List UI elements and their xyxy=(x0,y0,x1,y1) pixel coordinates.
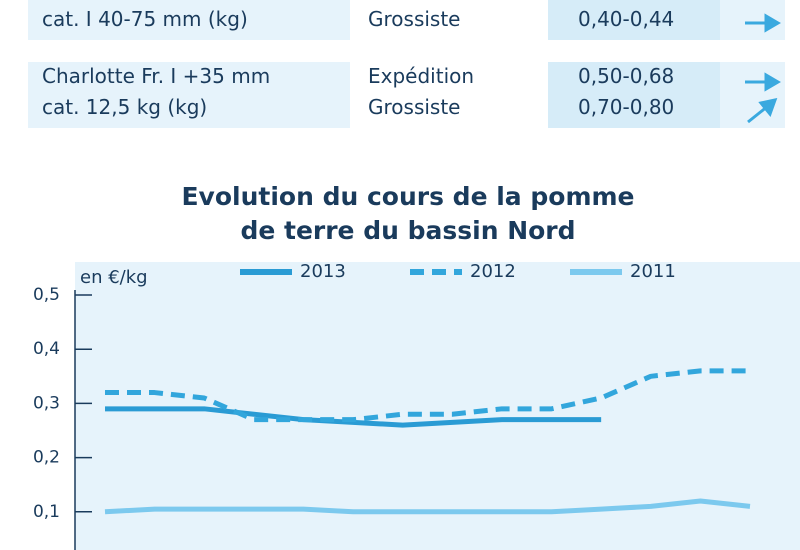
arrow-icon xyxy=(747,97,778,124)
row-bg xyxy=(28,0,350,40)
trend-icons xyxy=(745,13,781,124)
table-cell: cat. 12,5 kg (kg) xyxy=(42,95,208,119)
table-cell: Grossiste xyxy=(368,95,461,119)
chart-title: de terre du bassin Nord xyxy=(240,216,575,245)
row-bg xyxy=(548,0,720,40)
series-line xyxy=(104,498,751,515)
y-tick-label: 0,1 xyxy=(33,502,60,522)
arrow-icon xyxy=(745,13,781,33)
table-cell: Expédition xyxy=(368,64,475,88)
arrow-icon xyxy=(745,72,781,92)
y-axis-label: en €/kg xyxy=(80,267,148,288)
table-cell: 0,40-0,44 xyxy=(578,7,675,31)
legend-label: 2013 xyxy=(300,261,346,282)
legend-label: 2012 xyxy=(470,261,516,282)
y-tick-label: 0,3 xyxy=(33,393,60,413)
table-cell: Grossiste xyxy=(368,7,461,31)
table-cell: 0,50-0,68 xyxy=(578,64,675,88)
table-cell: Charlotte Fr. I +35 mm xyxy=(42,64,271,88)
table-cell: 0,70-0,80 xyxy=(578,95,675,119)
y-tick-label: 0,4 xyxy=(33,339,60,359)
y-tick-label: 0,5 xyxy=(33,285,60,305)
row-bg xyxy=(28,62,350,128)
legend-label: 2011 xyxy=(630,261,676,282)
series-line xyxy=(105,406,602,428)
y-tick-label: 0,2 xyxy=(33,448,60,468)
row-bg xyxy=(548,62,720,128)
table-cell: cat. I 40-75 mm (kg) xyxy=(42,7,248,31)
chart-title: Evolution du cours de la pomme xyxy=(181,182,634,211)
